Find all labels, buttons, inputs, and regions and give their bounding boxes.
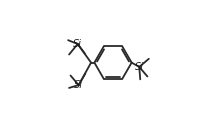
Text: Si: Si — [74, 80, 83, 90]
Text: Si: Si — [135, 62, 144, 72]
Text: Si: Si — [73, 39, 82, 49]
